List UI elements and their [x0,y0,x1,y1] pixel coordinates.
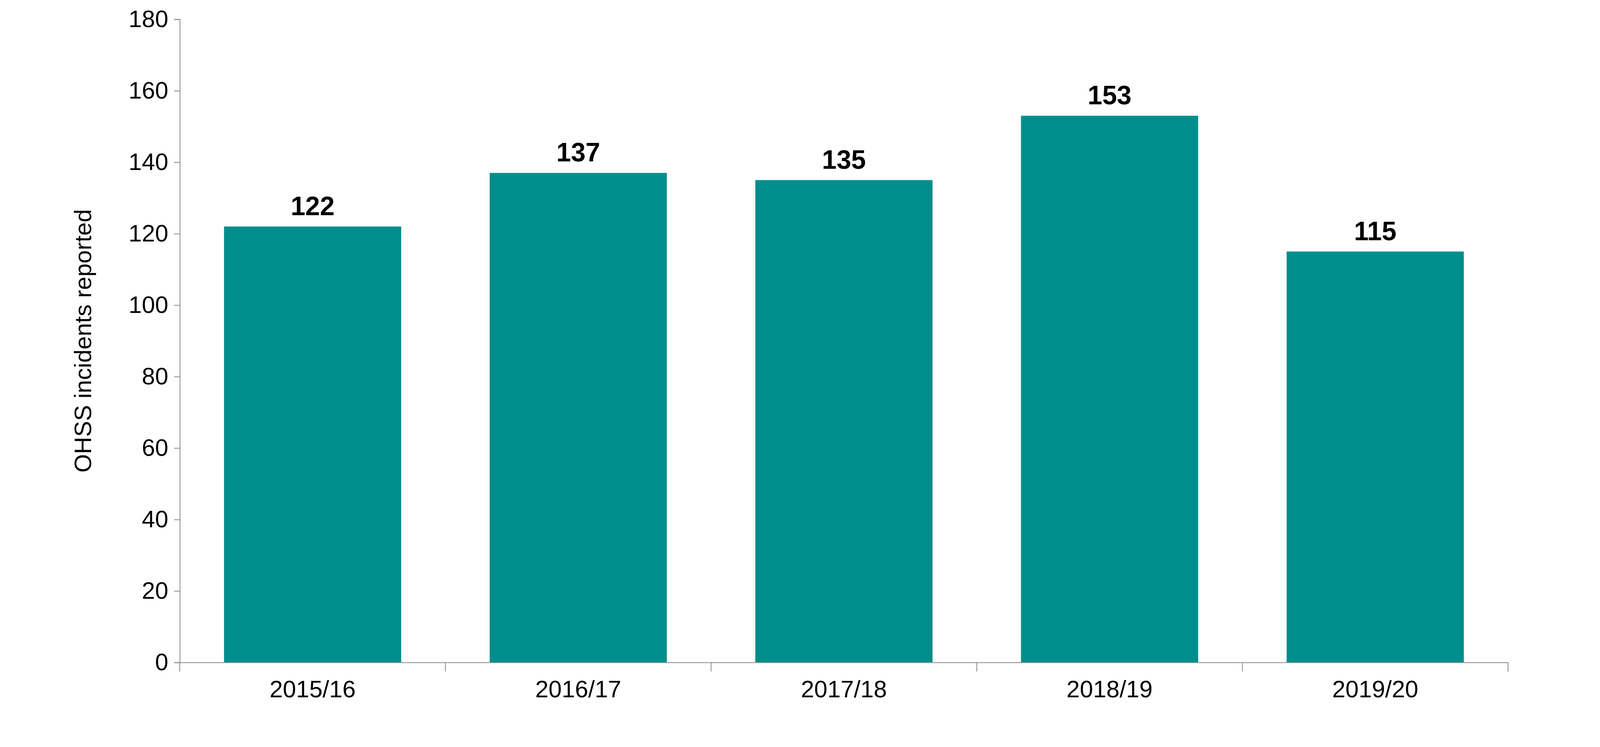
category-divider [976,662,978,672]
category-divider [444,662,446,672]
chart: 0204060801001201401601802015/162016/1720… [0,0,1600,747]
x-tick: 2018/19 [1066,675,1153,702]
y-tick-mark [174,376,180,378]
x-tick-label: 2019/20 [1332,675,1419,702]
y-tick: 20 [141,576,180,604]
y-tick: 60 [141,433,180,461]
y-axis-title: OHSS incidents reported [69,208,97,473]
x-tick: 2017/18 [800,675,888,702]
data-label: 153 [1087,80,1132,111]
x-tick-label: 2018/19 [1066,675,1153,702]
y-tick-label: 60 [141,433,169,461]
y-tick-label: 0 [155,648,169,675]
y-tick-label: 180 [128,5,169,33]
y-tick-mark [174,662,180,663]
y-tick-label: 40 [141,505,169,532]
category-divider [1242,662,1243,672]
y-tick-label: 160 [128,76,169,104]
bar [1286,251,1465,663]
data-labels: 122 137 135 153 115 [290,80,1397,246]
y-tick-mark [174,304,180,306]
bar [1020,115,1199,663]
x-tick: 2019/20 [1332,675,1419,702]
category-divider [179,662,181,672]
y-tick: 100 [128,291,180,318]
category-divider [710,662,712,672]
y-axis: 0 20 40 60 80 100 120 140 160 180 [128,5,180,675]
y-tick: 180 [128,5,180,33]
y-tick-label: 120 [128,219,169,247]
x-tick-label: 2016/17 [535,675,622,702]
data-label: 122 [290,191,335,221]
data-label: 137 [556,137,601,168]
y-tick: 80 [141,362,180,390]
x-axis: 2015/16 2016/17 2017/18 2018/19 2019/20 [179,662,1509,702]
y-tick-mark [174,19,180,21]
data-label: 115 [1354,216,1397,246]
bar [489,172,668,663]
data-label: 135 [822,144,867,175]
x-tick: 2016/17 [535,675,622,702]
plot: 0204060801001201401601802015/162016/1720… [128,5,1509,702]
y-tick: 120 [128,219,180,247]
y-tick-mark [174,162,180,163]
y-tick-label: 20 [141,576,169,604]
x-tick-label: 2017/18 [800,675,888,702]
y-tick: 140 [128,148,180,175]
y-tick-label: 140 [128,148,169,175]
y-tick-label: 100 [128,291,169,318]
y-tick: 160 [128,76,180,104]
x-tick: 2015/16 [269,675,356,702]
y-tick: 40 [141,505,180,532]
y-tick-label: 80 [141,362,169,390]
y-axis-line [174,19,181,663]
y-tick: 0 [155,648,180,675]
x-tick-label: 2015/16 [269,675,356,702]
y-tick-mark [174,233,180,235]
x-axis-line [180,662,1509,663]
category-divider [1507,662,1509,672]
bars [224,115,1464,663]
y-tick-mark [174,519,180,521]
y-tick-mark [174,447,180,449]
bar [755,180,933,663]
y-tick-mark [174,590,180,592]
y-tick-mark [174,90,180,92]
bar [224,226,402,663]
